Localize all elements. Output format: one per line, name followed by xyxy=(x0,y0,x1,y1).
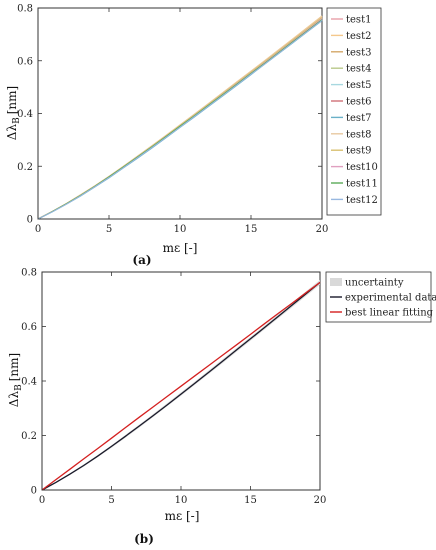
y-tick-label: 0.4 xyxy=(21,377,37,388)
y-tick-label: 0.6 xyxy=(17,56,33,67)
series-group-a xyxy=(37,15,323,220)
legend-label: test6 xyxy=(346,97,371,108)
legend-label: test3 xyxy=(346,47,371,58)
x-tick-label: 10 xyxy=(174,224,187,235)
legend-label: best linear fitting xyxy=(345,308,434,319)
x-axis-label-a: mε [-] xyxy=(163,241,198,255)
ticks-a: 0 5 10 15 20 0 0.2 0.4 0.6 0.8 xyxy=(17,4,328,236)
y-axis-label-b: ΔλB [nm] xyxy=(7,353,24,407)
legend-b: uncertainty experimental data best linear … xyxy=(325,271,436,323)
legend-label: test7 xyxy=(346,113,371,124)
x-tick-label: 5 xyxy=(106,224,112,235)
legend-label: test9 xyxy=(346,146,371,157)
legend-label: test10 xyxy=(346,162,378,173)
caption-a: (a) xyxy=(132,253,151,267)
x-tick-label: 20 xyxy=(316,224,329,235)
y-tick-label: 0.4 xyxy=(17,109,33,120)
y-axis-label-main-b: Δλ xyxy=(7,391,21,408)
legend-label: uncertainty xyxy=(345,278,404,289)
series-group-b xyxy=(41,279,321,491)
plot-area-b xyxy=(41,271,321,491)
series-line-best-linear-fitting xyxy=(41,281,321,491)
y-axis-label-unit-b: [nm] xyxy=(7,353,21,381)
legend-label: test5 xyxy=(346,80,371,91)
y-axis-label-unit-a: [nm] xyxy=(5,86,19,114)
legend-box-a xyxy=(326,7,382,216)
legend-swatch-band xyxy=(330,278,342,286)
y-axis-label-main-a: Δλ xyxy=(5,124,19,141)
legend-label: test1 xyxy=(346,15,371,26)
panel-b: 0 5 10 15 20 0 0.2 0.4 0.6 0.8 uncertainty experim… xyxy=(7,268,436,547)
series-line-experimental-data xyxy=(41,281,321,491)
x-tick-label: 20 xyxy=(314,495,327,506)
y-tick-label: 0 xyxy=(31,486,37,497)
x-tick-label: 15 xyxy=(244,495,257,506)
x-axis-label-b: mε [-] xyxy=(165,509,200,523)
y-axis-label-a: ΔλB [nm] xyxy=(5,86,22,140)
y-axis-label-sub-b: B xyxy=(14,384,24,391)
legend-label: test11 xyxy=(346,179,378,190)
y-tick-label: 0.2 xyxy=(17,162,33,173)
x-tick-label: 0 xyxy=(39,495,45,506)
x-tick-label: 0 xyxy=(35,224,41,235)
y-tick-label: 0 xyxy=(27,215,33,226)
legend-label: test12 xyxy=(346,195,378,206)
legend-a: test1 test2 test3 test4 test5 test6 test7 test8… xyxy=(326,7,382,216)
y-tick-label: 0.6 xyxy=(21,322,37,333)
caption-b: (b) xyxy=(134,532,154,546)
legend-label: test8 xyxy=(346,129,371,140)
x-tick-label: 5 xyxy=(108,495,114,506)
y-tick-label: 0.2 xyxy=(21,431,37,442)
y-tick-label: 0.8 xyxy=(21,268,37,279)
y-axis-label-sub-a: B xyxy=(12,117,22,124)
series-line-test12 xyxy=(37,20,323,220)
x-tick-label: 15 xyxy=(245,224,258,235)
legend-label: experimental data xyxy=(345,293,436,304)
legend-label: test2 xyxy=(346,31,371,42)
plot-area-a xyxy=(37,7,323,220)
legend-label: test4 xyxy=(346,64,371,75)
legend-box-b xyxy=(325,271,432,323)
ticks-b: 0 5 10 15 20 0 0.2 0.4 0.6 0.8 xyxy=(21,268,326,507)
x-tick-label: 10 xyxy=(175,495,188,506)
y-tick-label: 0.8 xyxy=(17,4,33,15)
